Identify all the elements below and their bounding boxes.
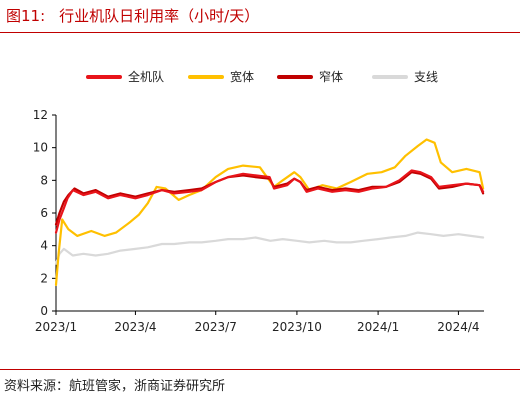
legend-label: 窄体 bbox=[319, 69, 343, 84]
figure-title-text: 行业机队日利用率（小时/天） bbox=[59, 7, 260, 25]
y-tick-label: 12 bbox=[33, 108, 48, 122]
series-line-3 bbox=[54, 171, 485, 226]
x-tick-label: 2024/1 bbox=[357, 320, 399, 334]
source-note: 资料来源：航班管家，浙商证券研究所 bbox=[4, 379, 226, 394]
x-tick-label: 2023/1 bbox=[35, 320, 77, 334]
y-tick-label: 0 bbox=[40, 304, 48, 318]
y-tick-label: 8 bbox=[40, 173, 48, 187]
legend-label: 全机队 bbox=[128, 69, 164, 84]
y-tick-label: 6 bbox=[40, 206, 48, 220]
series-line-4 bbox=[54, 231, 485, 265]
legend-label: 支线 bbox=[414, 70, 438, 84]
legend-label: 宽体 bbox=[230, 69, 254, 84]
figure-number: 图11: bbox=[6, 7, 46, 25]
figure-header: 图11: 行业机队日利用率（小时/天） bbox=[0, 0, 520, 32]
x-tick-label: 2024/4 bbox=[437, 320, 479, 334]
x-tick-label: 2023/4 bbox=[114, 320, 156, 334]
header-rule bbox=[0, 32, 520, 33]
footer-rule bbox=[0, 369, 520, 370]
y-tick-label: 4 bbox=[40, 239, 48, 253]
series-line-1 bbox=[54, 169, 485, 234]
x-tick-label: 2023/7 bbox=[195, 320, 237, 334]
line-chart: 0 2 4 6 8 10 12 2023/1 2023/4 2023/7 2023/10 2024/1… bbox=[33, 69, 485, 334]
y-tick-label: 10 bbox=[33, 141, 48, 155]
x-tick-label: 2023/10 bbox=[272, 320, 322, 334]
y-tick-label: 2 bbox=[40, 271, 48, 285]
figure-title: 图11: 行业机队日利用率（小时/天） bbox=[6, 5, 259, 26]
series-line-2 bbox=[54, 138, 485, 286]
